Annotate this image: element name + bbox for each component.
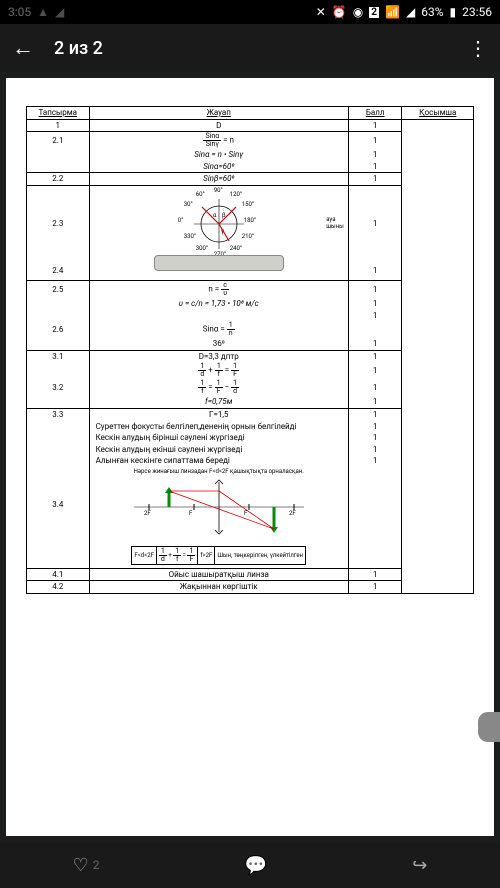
col-answer: Жауап: [89, 107, 348, 120]
svg-text:β: β: [222, 212, 226, 219]
signal-icon: 📶: [385, 5, 400, 19]
svg-text:2F: 2F: [289, 510, 296, 517]
lens-properties-table: F<d<2F1d + 1f = 1Ff>2FШын, төңкерілген, …: [131, 546, 306, 565]
clock-ghost: 3:05: [8, 5, 31, 19]
menu-button[interactable]: ⋮: [468, 36, 488, 60]
share-button[interactable]: ↪: [412, 855, 427, 876]
bottom-toolbar: ♡2 💬 ↪: [0, 842, 500, 888]
document-page: Тапсырма Жауап Балл Қосымша 1D1 2.1SinαS…: [6, 78, 494, 836]
col-task: Тапсырма: [27, 107, 90, 120]
svg-text:α: α: [213, 212, 217, 219]
like-button[interactable]: ♡2: [73, 855, 100, 876]
col-score: Балл: [348, 107, 402, 120]
side-tab-handle[interactable]: [478, 712, 500, 742]
app-header: ← 2 из 2 ⋮: [0, 24, 500, 72]
alarm-icon: ⏰: [332, 5, 347, 19]
glass-block: [154, 255, 284, 271]
angle-diagram: α β γ 90° 120° 60° 30° 150° 0° 180° 330°…: [184, 189, 254, 259]
svg-text:γ: γ: [221, 228, 224, 235]
vibrate-icon: ✕: [316, 5, 326, 19]
svg-text:2F: 2F: [144, 510, 151, 517]
comment-button[interactable]: 💬: [245, 855, 267, 876]
battery-icon: ▮: [450, 5, 457, 19]
wifi-ghost-icon: ▲: [37, 5, 49, 19]
sim-icon: 2: [369, 7, 379, 18]
lens-diagram: 2F F F 2F: [129, 477, 309, 537]
wifi-icon: ◉: [353, 5, 363, 19]
clock: 23:56: [462, 5, 492, 19]
svg-text:F: F: [189, 510, 193, 517]
document-viewer[interactable]: Тапсырма Жауап Балл Қосымша 1D1 2.1SinαS…: [0, 72, 500, 842]
page-indicator: 2 из 2: [54, 38, 468, 59]
battery-text: 63%: [421, 5, 443, 19]
back-button[interactable]: ←: [12, 35, 34, 61]
col-extra: Қосымша: [402, 107, 474, 120]
signal2-icon: ◢: [406, 5, 415, 19]
no-sim-icon: ◢: [55, 5, 64, 19]
answer-table: Тапсырма Жауап Балл Қосымша 1D1 2.1SinαS…: [26, 106, 474, 594]
